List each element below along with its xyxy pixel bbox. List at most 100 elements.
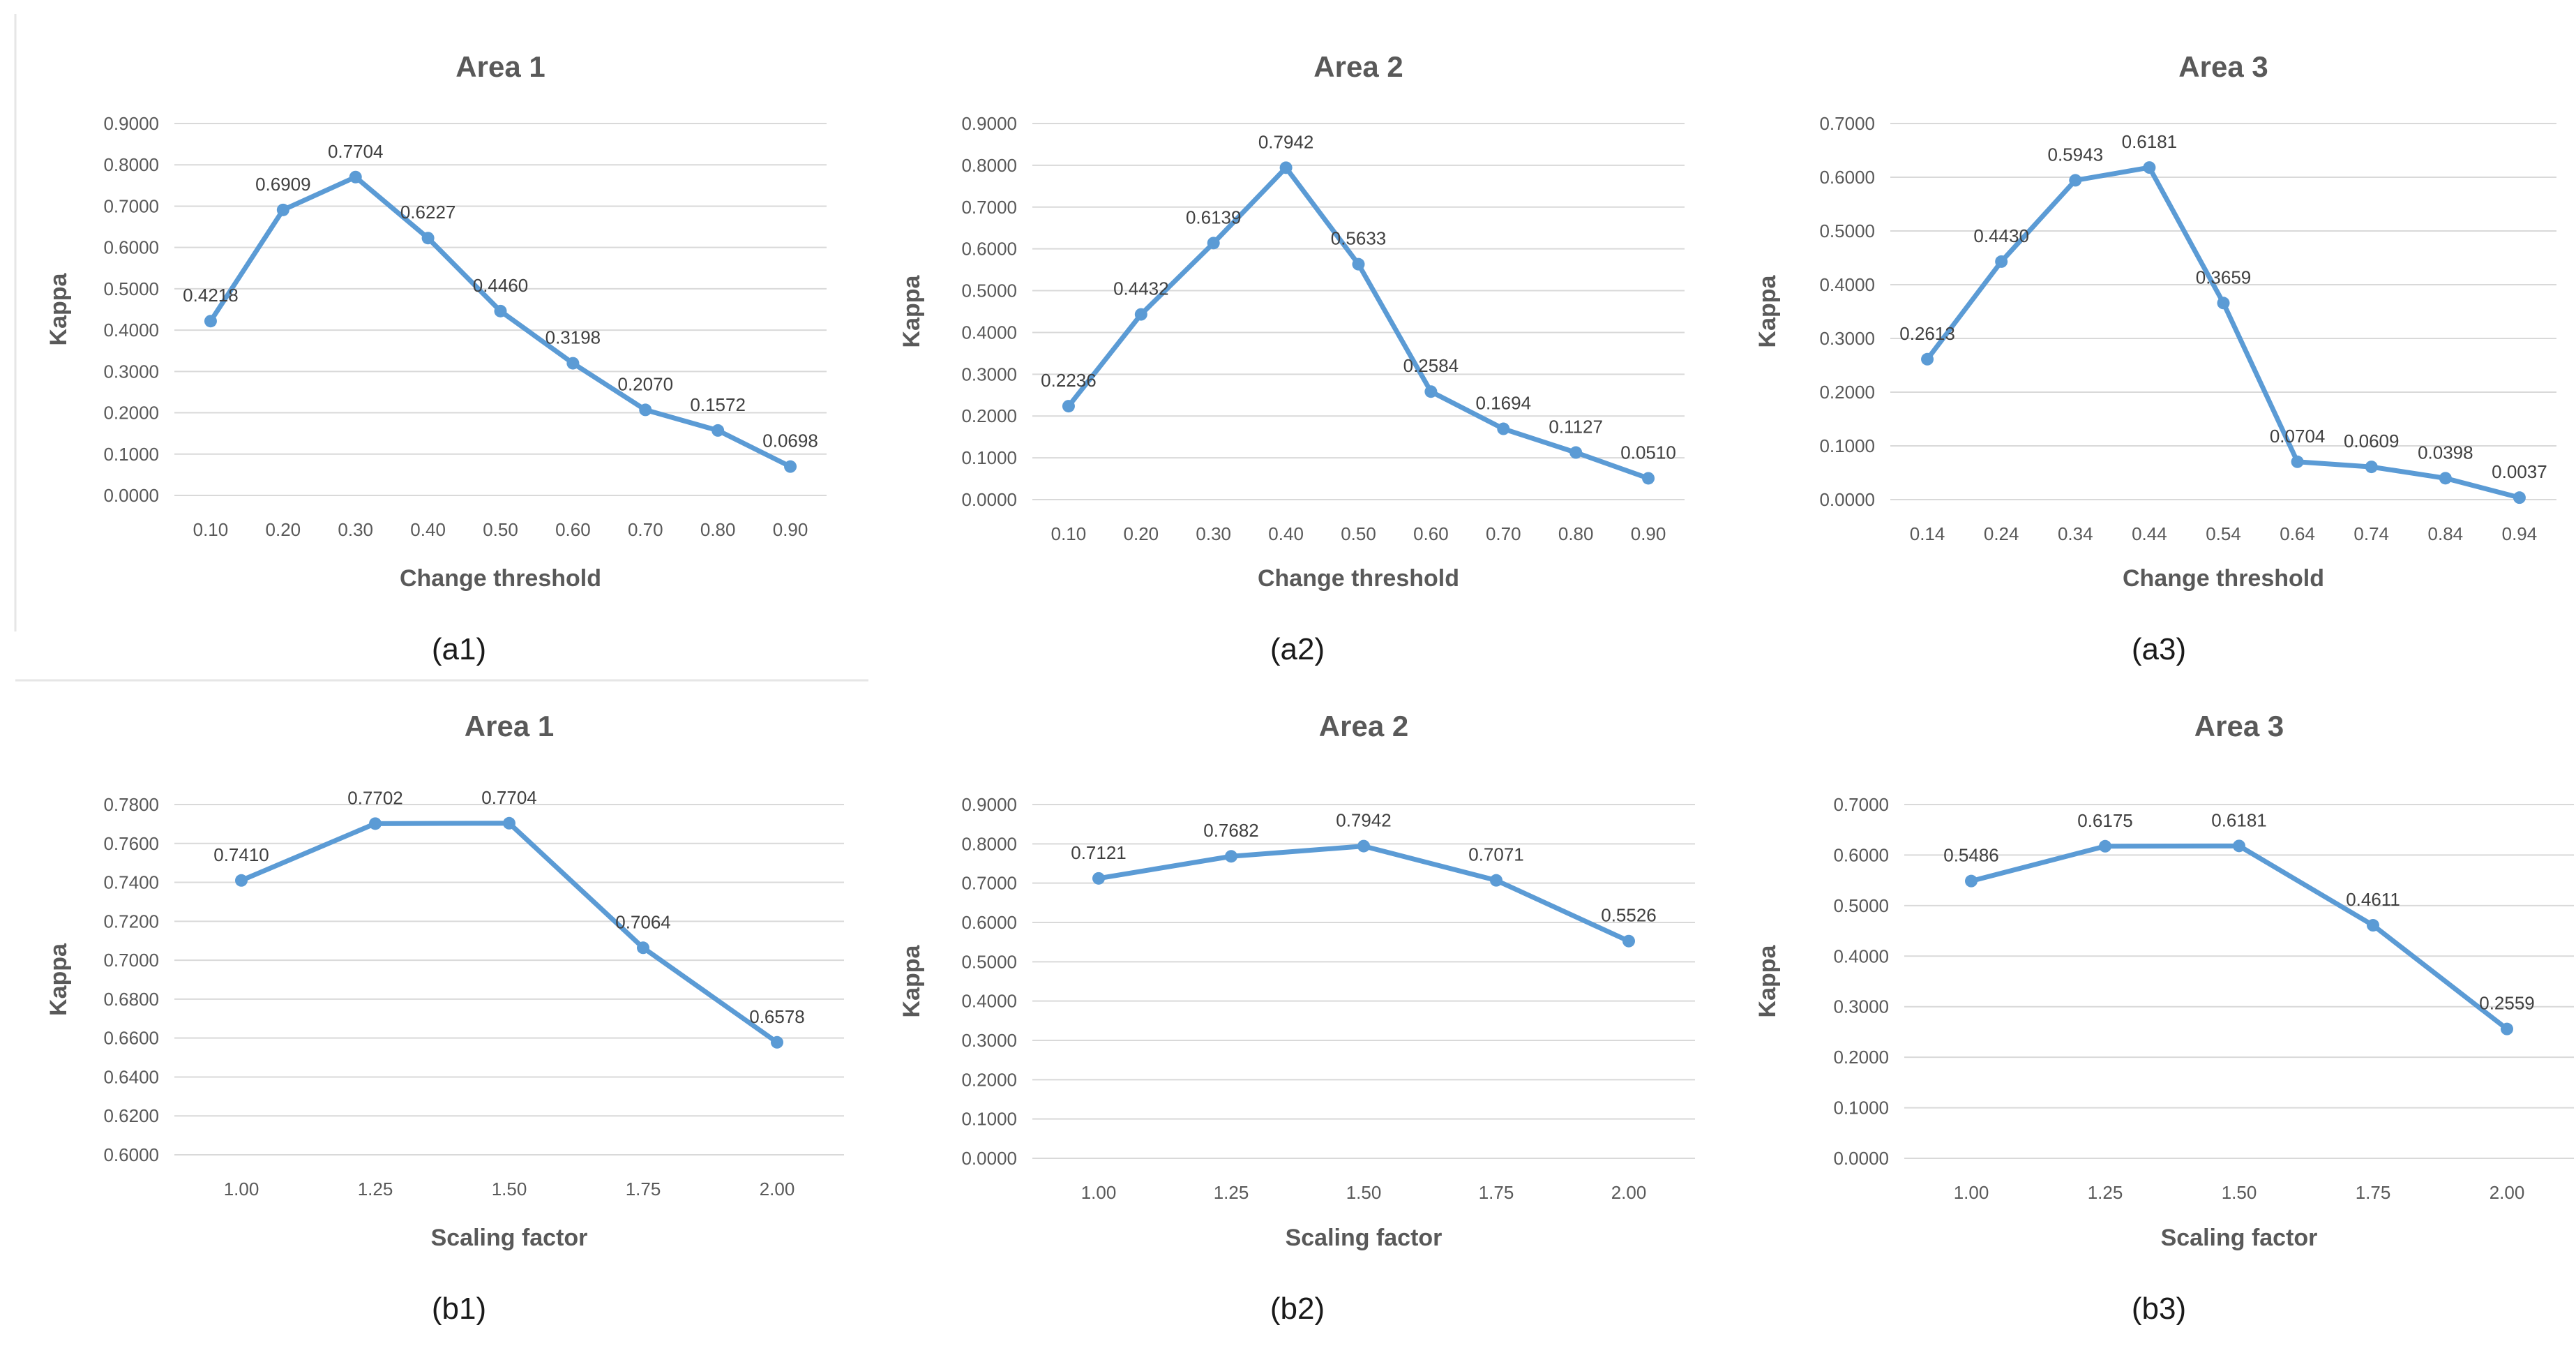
data-point-marker [1225, 850, 1237, 863]
data-point-marker [1279, 161, 1293, 174]
data-point-marker [1134, 308, 1147, 321]
chart-panel-a3: 0.0000 0.1000 0.2000 0.3000 0.4000 0.5000 0.60… [1754, 50, 2556, 666]
y-tick-label: 0.3000 [103, 361, 159, 382]
y-tick-label: 0.1000 [1819, 435, 1875, 456]
y-tick-label: 0.8000 [961, 833, 1017, 854]
data-point-marker [2367, 919, 2379, 932]
data-point-marker [1207, 237, 1220, 250]
data-label: 0.7704 [328, 141, 384, 162]
chart-panel-b1: 0.6000 0.6200 0.6400 0.6600 0.6800 0.7000 0.72… [45, 710, 844, 1326]
data-point-marker [1490, 874, 1502, 887]
chart-title: Area 1 [465, 710, 554, 742]
x-tick-label: 0.84 [2428, 523, 2464, 544]
x-tick-label: 0.10 [1051, 523, 1087, 544]
y-tick-label: 0.7600 [103, 833, 159, 854]
data-label: 0.6909 [255, 174, 311, 195]
data-label: 0.6139 [1186, 207, 1242, 227]
y-axis-label: Kappa [898, 274, 925, 347]
y-tick-label: 0.0000 [961, 489, 1017, 510]
y-tick-label: 0.7000 [103, 950, 159, 971]
data-point-marker [1497, 422, 1510, 435]
x-tick-label: 0.80 [700, 519, 736, 540]
x-axis-label: Change threshold [2123, 565, 2324, 592]
data-label: 0.5943 [2048, 144, 2104, 165]
y-tick-label: 0.2000 [961, 405, 1017, 426]
x-tick-label: 1.50 [2222, 1182, 2257, 1203]
x-tick-label: 0.70 [1486, 523, 1521, 544]
data-point-marker [349, 170, 362, 184]
y-tick-label: 0.0000 [1819, 489, 1875, 510]
x-axis-label: Change threshold [1258, 565, 1459, 592]
x-tick-label: 1.00 [1954, 1182, 1989, 1203]
x-tick-label: 1.75 [2356, 1182, 2391, 1203]
y-tick-label: 0.6000 [1833, 844, 1889, 865]
x-tick-label: 0.90 [1631, 523, 1666, 544]
chart-panel-a2: 0.0000 0.1000 0.2000 0.3000 0.4000 0.5000 0.60… [898, 50, 1685, 666]
y-axis-label: Kappa [1754, 944, 1781, 1017]
data-label: 0.7704 [481, 787, 537, 808]
y-tick-label: 0.7000 [103, 195, 159, 216]
x-tick-label: 0.70 [628, 519, 663, 540]
data-point-marker [711, 424, 725, 437]
x-tick-label: 2.00 [760, 1179, 795, 1199]
y-tick-label: 0.6800 [103, 989, 159, 1010]
y-tick-label: 0.4000 [1833, 945, 1889, 966]
chart-title: Area 3 [2194, 710, 2284, 742]
y-tick-label: 0.6000 [961, 912, 1017, 933]
y-tick-label: 0.7200 [103, 911, 159, 932]
data-label: 0.7071 [1468, 844, 1524, 865]
data-label: 0.7121 [1071, 842, 1127, 863]
data-label: 0.0704 [2270, 426, 2326, 447]
y-tick-label: 0.7000 [1819, 113, 1875, 134]
y-tick-label: 0.6000 [103, 237, 159, 258]
x-tick-label: 0.40 [410, 519, 446, 540]
y-tick-label: 0.5000 [103, 278, 159, 299]
x-tick-label: 1.00 [1081, 1182, 1117, 1203]
data-point-marker [2069, 174, 2082, 187]
x-tick-label: 0.90 [773, 519, 808, 540]
chart-title: Area 2 [1313, 50, 1403, 83]
data-point-marker [639, 403, 652, 417]
x-tick-label: 0.20 [266, 519, 301, 540]
data-label: 0.5486 [1943, 845, 1999, 866]
data-point-marker [1424, 385, 1438, 398]
y-tick-label: 0.5000 [961, 951, 1017, 972]
data-label: 0.6578 [749, 1006, 805, 1027]
x-tick-label: 0.40 [1268, 523, 1304, 544]
data-label: 0.3198 [545, 327, 601, 348]
x-tick-label: 1.75 [1479, 1182, 1514, 1203]
data-label: 0.4460 [473, 275, 529, 296]
data-point-marker [637, 941, 649, 955]
data-label: 0.5526 [1601, 905, 1657, 926]
data-point-marker [1622, 934, 1635, 948]
x-tick-label: 0.50 [483, 519, 518, 540]
data-label: 0.2613 [1899, 323, 1955, 344]
data-point-marker [2501, 1022, 2513, 1035]
x-tick-label: 1.25 [358, 1179, 393, 1199]
data-point-marker [1352, 257, 1365, 271]
y-tick-label: 0.5000 [1819, 220, 1875, 241]
x-tick-label: 1.50 [1346, 1182, 1382, 1203]
x-tick-label: 0.74 [2353, 523, 2389, 544]
y-tick-label: 0.6000 [1819, 167, 1875, 188]
y-tick-label: 0.1000 [103, 444, 159, 465]
y-tick-label: 0.3000 [961, 1030, 1017, 1051]
x-tick-label: 2.00 [1611, 1182, 1647, 1203]
y-tick-label: 0.6600 [103, 1028, 159, 1049]
y-tick-label: 0.7000 [961, 197, 1017, 218]
x-tick-label: 0.54 [2206, 523, 2241, 544]
data-label: 0.3659 [2196, 267, 2252, 287]
data-label: 0.7410 [213, 844, 269, 865]
y-tick-label: 0.4000 [961, 991, 1017, 1012]
data-label: 0.6181 [2211, 809, 2267, 830]
data-point-marker [1995, 255, 2008, 268]
y-tick-label: 0.7000 [961, 873, 1017, 894]
data-point-marker [1965, 874, 1978, 888]
x-tick-label: 0.64 [2280, 523, 2315, 544]
data-point-marker [2099, 839, 2111, 853]
data-point-marker [503, 816, 515, 830]
data-label: 0.7064 [615, 911, 671, 932]
data-label: 0.4432 [1113, 278, 1169, 299]
y-tick-label: 0.1000 [1833, 1098, 1889, 1119]
